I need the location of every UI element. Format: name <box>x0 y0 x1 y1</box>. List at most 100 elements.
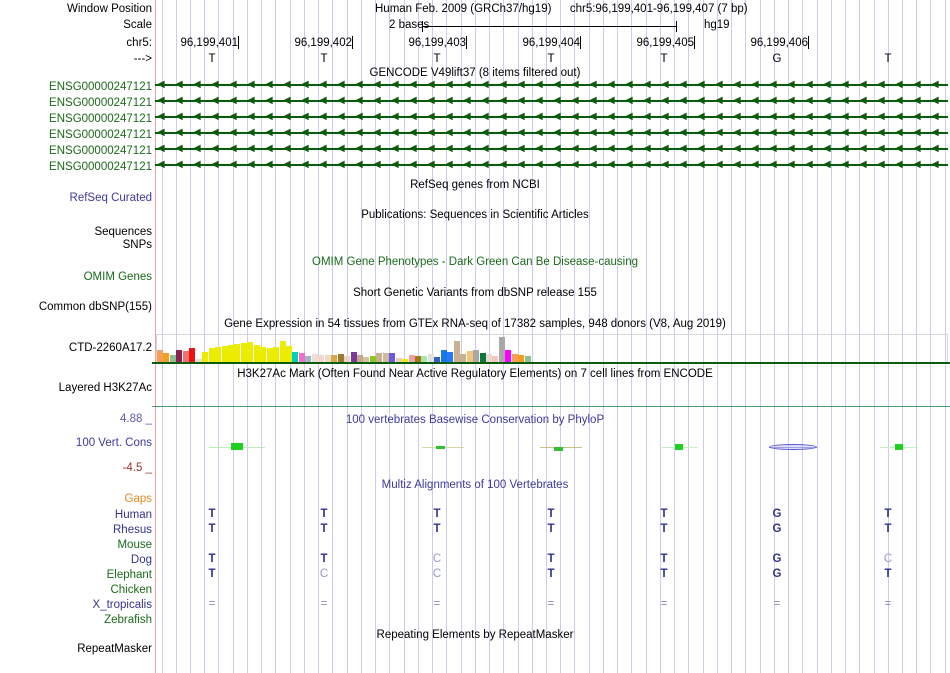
gtex-tissue-bar[interactable] <box>208 348 215 363</box>
gtex-tissue-bar[interactable] <box>279 341 286 363</box>
gtex-tissue-bar[interactable] <box>273 347 280 363</box>
gtex-tissue-bar[interactable] <box>518 355 525 363</box>
strand-arrow-left-icon: ◀ <box>895 160 903 169</box>
gtex-tissue-bar[interactable] <box>356 355 363 363</box>
gtex-tissue-bar[interactable] <box>157 350 163 363</box>
gtex-tissue-bar[interactable] <box>331 355 338 363</box>
multiz-species-label[interactable]: Mouse <box>117 539 152 551</box>
gtex-gene-label[interactable]: CTD-2260A17.2 <box>68 342 152 354</box>
multiz-species-label[interactable]: Rhesus <box>113 524 152 536</box>
gtex-tissue-bar[interactable] <box>215 347 222 363</box>
gtex-tissue-bar[interactable] <box>415 356 421 363</box>
gtex-tissue-bar[interactable] <box>311 354 318 363</box>
gtex-tissue-bar[interactable] <box>485 354 492 363</box>
gaps-label[interactable]: Gaps <box>124 493 153 505</box>
gencode-gene-label[interactable]: ENSG00000247121 <box>49 81 152 93</box>
gtex-tissue-bar[interactable] <box>473 350 480 363</box>
gtex-tissue-bar[interactable] <box>421 356 428 363</box>
gtex-tissue-bar[interactable] <box>440 350 447 363</box>
gencode-gene-label[interactable]: ENSG00000247121 <box>49 129 152 141</box>
gtex-tissue-bar[interactable] <box>389 353 396 363</box>
gtex-tissue-bar[interactable] <box>479 353 486 363</box>
strand-arrow-left-icon: ◀ <box>805 160 813 169</box>
gtex-tissue-bar[interactable] <box>195 359 202 363</box>
gtex-tissue-bar[interactable] <box>395 358 402 363</box>
gtex-tissue-bar[interactable] <box>402 359 409 363</box>
gtex-tissue-bar[interactable] <box>492 356 499 363</box>
snps-label[interactable]: SNPs <box>122 239 152 251</box>
multiz-species-label[interactable]: Elephant <box>106 569 152 581</box>
gencode-gene-row[interactable]: ◀ ◀ ◀ ◀ ◀ ◀ ◀ ◀ ◀ ◀ ◀ ◀ ◀ ◀ ◀ ◀ ◀ ◀ ◀ ◀ ◀ ◀ ◀ ◀ ◀ ◀ ◀ ◀ ◀ ◀ ◀ ◀ ◀ ◀ ◀ ◀ ◀ ◀ ◀ ◀… <box>155 128 948 137</box>
strand-arrow-left-icon: ◀ <box>715 112 723 121</box>
gtex-tissue-bar[interactable] <box>511 354 518 363</box>
gtex-tissue-bar[interactable] <box>376 353 383 363</box>
gtex-tissue-bar[interactable] <box>247 342 254 363</box>
gtex-tissue-bar[interactable] <box>318 355 325 363</box>
omim-genes-label[interactable]: OMIM Genes <box>83 271 152 283</box>
gtex-tissue-bar[interactable] <box>169 355 176 363</box>
conservation-label[interactable]: 100 Vert. Cons <box>75 437 152 449</box>
gtex-tissue-bar[interactable] <box>447 352 454 363</box>
gencode-gene-row[interactable]: ◀ ◀ ◀ ◀ ◀ ◀ ◀ ◀ ◀ ◀ ◀ ◀ ◀ ◀ ◀ ◀ ◀ ◀ ◀ ◀ ◀ ◀ ◀ ◀ ◀ ◀ ◀ ◀ ◀ ◀ ◀ ◀ ◀ ◀ ◀ ◀ ◀ ◀ ◀ ◀… <box>155 96 948 105</box>
gtex-tissue-bar[interactable] <box>434 357 441 363</box>
gtex-tissue-bar[interactable] <box>408 355 415 363</box>
multiz-species-label[interactable]: Chicken <box>110 584 152 596</box>
gtex-tissue-bar[interactable] <box>202 352 209 363</box>
gtex-tissue-bar[interactable] <box>350 352 357 363</box>
multiz-species-label[interactable]: Human <box>114 509 152 521</box>
gtex-tissue-bar[interactable] <box>498 337 505 363</box>
gtex-tissue-bar[interactable] <box>234 344 241 363</box>
multiz-alignment-base: T <box>547 553 555 565</box>
gtex-tissue-bar[interactable] <box>240 343 247 363</box>
strand-arrow-left-icon: ◀ <box>589 160 597 169</box>
gtex-tissue-bar[interactable] <box>286 346 292 363</box>
multiz-species-label[interactable]: Dog <box>130 554 152 566</box>
gtex-tissue-bar[interactable] <box>292 352 299 363</box>
gencode-gene-label[interactable]: ENSG00000247121 <box>49 97 152 109</box>
gtex-tissue-bar[interactable] <box>253 345 260 363</box>
gtex-tissue-bar[interactable] <box>221 346 228 363</box>
gtex-tissue-bar[interactable] <box>466 351 473 363</box>
gencode-gene-label[interactable]: ENSG00000247121 <box>49 113 152 125</box>
gtex-tissue-bar[interactable] <box>453 341 460 363</box>
gtex-tissue-bar[interactable] <box>298 353 305 363</box>
strand-arrow-left-icon: ◀ <box>463 96 471 105</box>
strand-arrow-left-icon: ◀ <box>571 112 579 121</box>
gtex-tissue-bar[interactable] <box>305 356 312 363</box>
gtex-tissue-bar[interactable] <box>189 348 196 363</box>
gtex-tissue-bar[interactable] <box>182 351 189 363</box>
multiz-species-label[interactable]: Zebrafish <box>104 614 152 626</box>
gtex-tissue-bar[interactable] <box>460 354 467 363</box>
gtex-tissue-bar[interactable] <box>163 353 170 363</box>
strand-arrow-left-icon: ◀ <box>427 160 435 169</box>
strand-arrow-left-icon: ◀ <box>787 160 795 169</box>
multiz-species-label[interactable]: X_tropicalis <box>92 599 152 611</box>
repeatmasker-label[interactable]: RepeatMasker <box>77 643 152 655</box>
gencode-gene-row[interactable]: ◀ ◀ ◀ ◀ ◀ ◀ ◀ ◀ ◀ ◀ ◀ ◀ ◀ ◀ ◀ ◀ ◀ ◀ ◀ ◀ ◀ ◀ ◀ ◀ ◀ ◀ ◀ ◀ ◀ ◀ ◀ ◀ ◀ ◀ ◀ ◀ ◀ ◀ ◀ ◀… <box>155 160 948 169</box>
gtex-tissue-bar[interactable] <box>176 350 183 363</box>
gtex-tissue-bar[interactable] <box>524 356 531 363</box>
gtex-tissue-bar[interactable] <box>260 347 267 363</box>
gtex-expression-barchart[interactable] <box>156 334 948 363</box>
gtex-tissue-bar[interactable] <box>337 354 344 363</box>
gencode-gene-row[interactable]: ◀ ◀ ◀ ◀ ◀ ◀ ◀ ◀ ◀ ◀ ◀ ◀ ◀ ◀ ◀ ◀ ◀ ◀ ◀ ◀ ◀ ◀ ◀ ◀ ◀ ◀ ◀ ◀ ◀ ◀ ◀ ◀ ◀ ◀ ◀ ◀ ◀ ◀ ◀ ◀… <box>155 144 948 153</box>
sequences-label[interactable]: Sequences <box>94 226 152 238</box>
gtex-tissue-bar[interactable] <box>227 345 234 363</box>
gtex-tissue-bar[interactable] <box>324 355 331 363</box>
gencode-gene-row[interactable]: ◀ ◀ ◀ ◀ ◀ ◀ ◀ ◀ ◀ ◀ ◀ ◀ ◀ ◀ ◀ ◀ ◀ ◀ ◀ ◀ ◀ ◀ ◀ ◀ ◀ ◀ ◀ ◀ ◀ ◀ ◀ ◀ ◀ ◀ ◀ ◀ ◀ ◀ ◀ ◀… <box>155 112 948 121</box>
gtex-tissue-bar[interactable] <box>505 350 512 363</box>
gtex-tissue-bar[interactable] <box>363 357 370 363</box>
gtex-tissue-bar[interactable] <box>369 356 376 363</box>
gtex-tissue-bar[interactable] <box>382 353 389 363</box>
phylop-conservation-plot[interactable] <box>152 406 950 468</box>
common-dbsnp-label[interactable]: Common dbSNP(155) <box>38 301 152 313</box>
gtex-tissue-bar[interactable] <box>427 354 434 363</box>
gencode-gene-label[interactable]: ENSG00000247121 <box>49 145 152 157</box>
gtex-tissue-bar[interactable] <box>344 356 351 363</box>
refseq-curated-label[interactable]: RefSeq Curated <box>69 192 152 204</box>
gencode-gene-label[interactable]: ENSG00000247121 <box>49 161 152 173</box>
layered-h3k27ac-label[interactable]: Layered H3K27Ac <box>58 382 152 394</box>
gtex-tissue-bar[interactable] <box>266 348 273 363</box>
gencode-gene-row[interactable]: ◀ ◀ ◀ ◀ ◀ ◀ ◀ ◀ ◀ ◀ ◀ ◀ ◀ ◀ ◀ ◀ ◀ ◀ ◀ ◀ ◀ ◀ ◀ ◀ ◀ ◀ ◀ ◀ ◀ ◀ ◀ ◀ ◀ ◀ ◀ ◀ ◀ ◀ ◀ ◀… <box>155 80 948 89</box>
